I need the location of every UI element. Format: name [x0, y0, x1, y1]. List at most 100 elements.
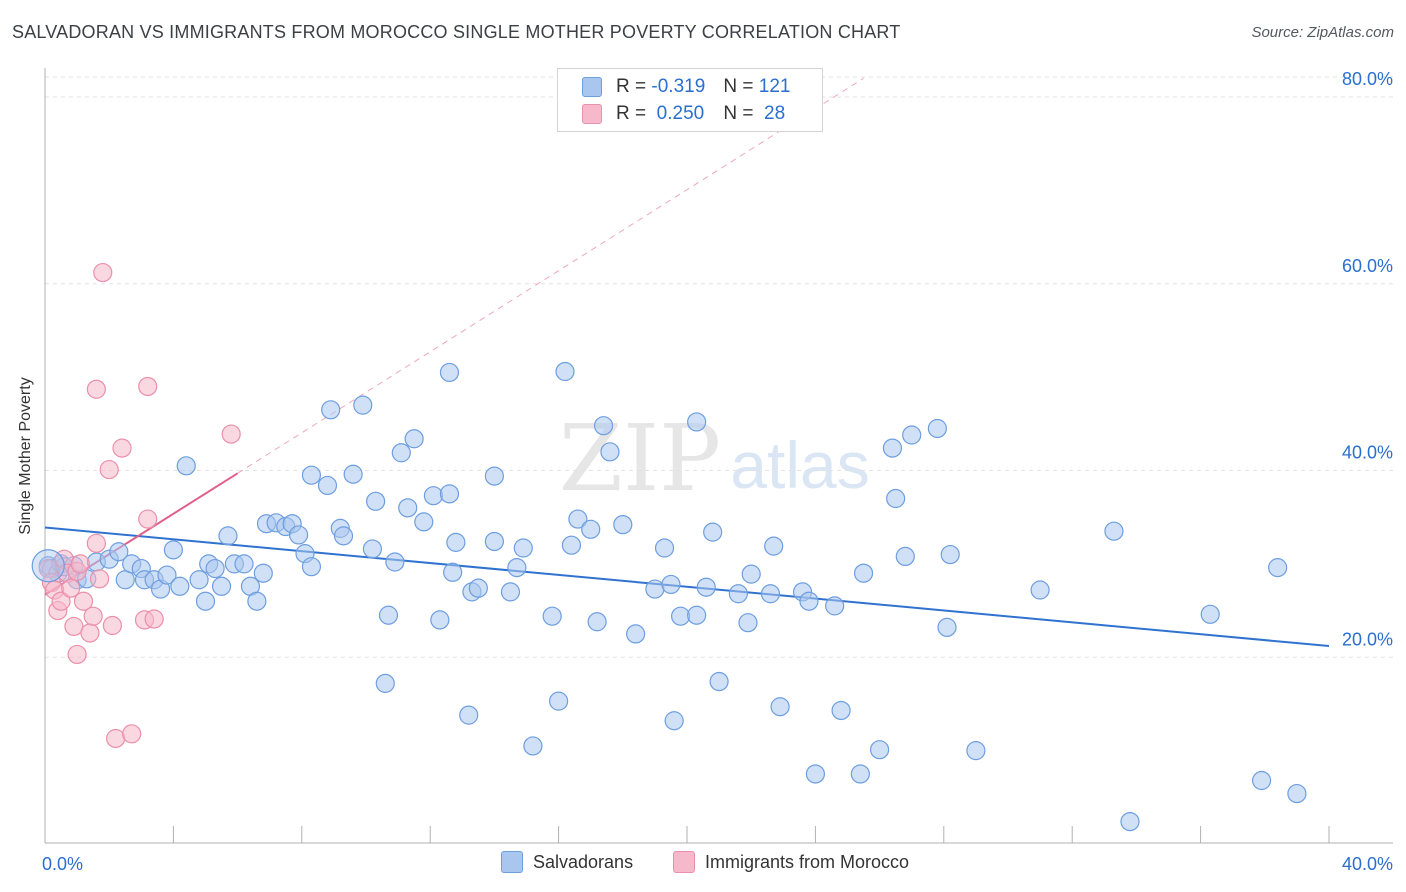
point-morocco	[93, 262, 113, 283]
point-salvadorans	[709, 671, 729, 692]
point-salvadorans	[443, 562, 463, 582]
tick-labels: 20.0% 40.0% 60.0% 80.0% 0.0% 40.0%	[42, 69, 1393, 874]
legend-r-value: -0.319	[651, 76, 706, 97]
bottom-legend-label: Immigrants from Morocco	[705, 851, 910, 872]
point-salvadorans	[321, 400, 341, 420]
point-morocco	[138, 376, 158, 397]
point-salvadorans	[353, 395, 373, 415]
point-salvadorans	[375, 673, 395, 693]
point-salvadorans	[882, 438, 903, 458]
point-salvadorans	[902, 425, 922, 445]
point-salvadorans	[218, 526, 238, 546]
point-morocco	[70, 554, 90, 574]
point-morocco	[73, 591, 94, 611]
chart-title: SALVADORAN VS IMMIGRANTS FROM MOROCCO SI…	[12, 22, 901, 42]
point-salvadorans	[317, 475, 338, 496]
point-salvadorans	[189, 570, 209, 590]
point-salvadorans	[1030, 580, 1050, 600]
x-tick-label: 0.0%	[42, 854, 83, 874]
trend-line-salvadorans	[44, 526, 1330, 648]
point-morocco	[80, 623, 100, 643]
point-salvadorans	[484, 466, 504, 486]
legend-swatch-pink	[582, 104, 602, 124]
point-salvadorans	[446, 532, 466, 552]
watermark-atlas: atlas	[730, 428, 869, 502]
bottom-legend-salvadorans: Salvadorans	[501, 851, 633, 873]
point-salvadorans	[927, 418, 947, 439]
legend-n-value: 28	[758, 103, 786, 124]
point-salvadorans	[391, 443, 411, 463]
point-salvadorans	[670, 606, 691, 626]
axes	[44, 68, 1393, 844]
point-salvadorans	[696, 577, 716, 597]
bottom-legend-swatch-blue	[501, 851, 523, 873]
point-salvadorans	[109, 542, 129, 562]
point-salvadorans	[211, 576, 232, 596]
point-salvadorans	[728, 584, 748, 604]
point-salvadorans	[805, 764, 826, 784]
point-salvadorans	[333, 526, 354, 546]
point-salvadorans	[1287, 783, 1307, 804]
point-morocco	[122, 724, 142, 744]
point-salvadorans	[253, 563, 273, 583]
point-salvadorans	[459, 705, 479, 725]
point-salvadorans	[548, 691, 569, 711]
point-salvadorans	[500, 582, 521, 602]
legend-row-morocco: R = 0.250 N = 28	[582, 102, 785, 126]
point-salvadorans	[404, 429, 424, 449]
point-salvadorans	[1200, 604, 1220, 624]
point-salvadorans	[205, 558, 225, 579]
data-points	[31, 262, 1307, 832]
point-salvadorans	[853, 563, 874, 583]
y-axis-label: Single Mother Poverty	[17, 377, 34, 535]
point-salvadorans	[1268, 558, 1288, 578]
point-salvadorans	[587, 612, 607, 632]
bottom-legend-swatch-pink	[673, 851, 695, 873]
point-salvadorans	[568, 509, 588, 529]
point-morocco	[106, 728, 126, 749]
point-salvadorans	[195, 591, 216, 611]
legend-n-label: N =	[723, 103, 754, 124]
point-salvadorans	[770, 697, 790, 717]
point-salvadorans	[687, 412, 707, 432]
legend-n-value: 121	[758, 76, 791, 97]
point-salvadorans	[654, 538, 675, 558]
point-morocco	[64, 616, 84, 637]
point-salvadorans	[523, 736, 543, 756]
point-salvadorans	[301, 557, 322, 577]
point-salvadorans	[831, 700, 851, 721]
point-salvadorans	[362, 539, 383, 559]
point-salvadorans	[414, 512, 434, 532]
point-salvadorans	[163, 540, 183, 560]
point-salvadorans	[513, 538, 533, 558]
point-salvadorans	[385, 552, 405, 572]
point-salvadorans	[234, 554, 254, 574]
point-salvadorans-cluster	[31, 549, 65, 583]
point-salvadorans	[741, 564, 761, 584]
point-morocco	[112, 438, 132, 458]
point-salvadorans	[288, 525, 309, 545]
point-salvadorans	[247, 591, 267, 611]
point-morocco	[89, 569, 110, 589]
y-tick-label: 60.0%	[1342, 256, 1393, 276]
bottom-legend-label: Salvadorans	[533, 851, 634, 872]
point-salvadorans	[661, 574, 681, 595]
legend-n-label: N =	[723, 76, 754, 97]
point-salvadorans	[542, 606, 562, 626]
legend-r-value: 0.250	[651, 103, 705, 124]
point-morocco	[138, 509, 158, 529]
legend-row-salvadorans: R = -0.319 N = 121	[582, 75, 790, 99]
trend-line-extension	[237, 77, 864, 474]
point-salvadorans	[301, 465, 322, 485]
point-salvadorans	[423, 486, 444, 506]
x-tick-label: 40.0%	[1342, 854, 1393, 874]
point-salvadorans	[895, 546, 915, 567]
point-salvadorans	[966, 741, 986, 761]
point-salvadorans	[439, 484, 460, 504]
legend-r-label: R =	[616, 103, 647, 124]
correlation-legend: R = -0.319 N = 121 R = 0.250 N = 28	[557, 68, 823, 132]
point-salvadorans	[1104, 521, 1124, 541]
point-morocco	[144, 609, 164, 629]
point-morocco	[83, 606, 103, 626]
point-salvadorans	[439, 362, 460, 383]
